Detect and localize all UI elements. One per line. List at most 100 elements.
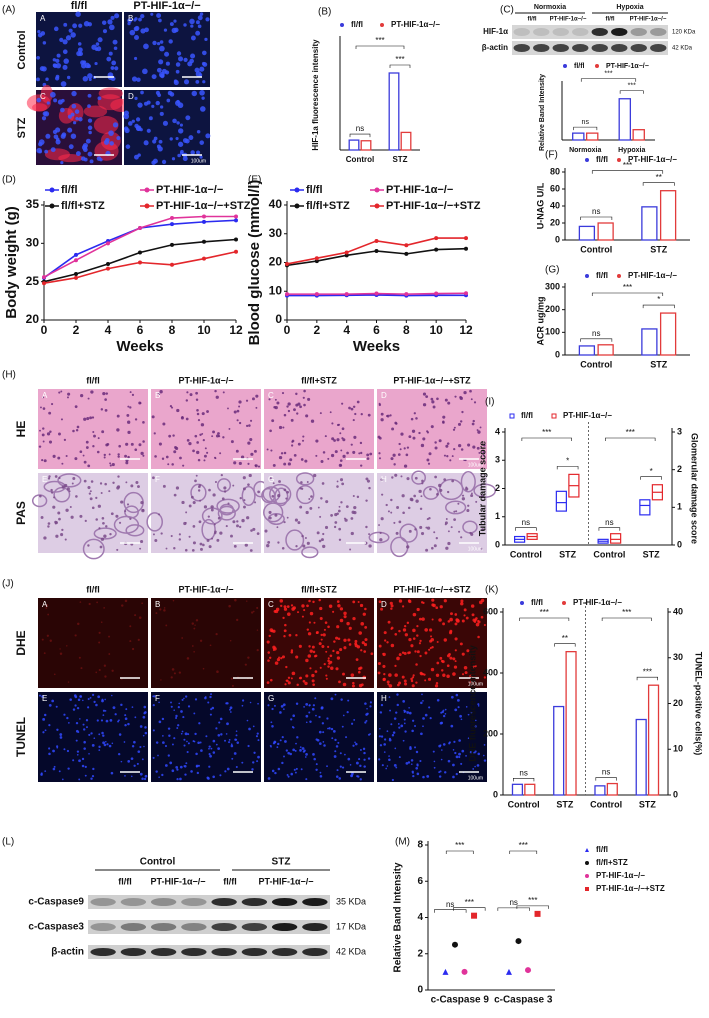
cell bbox=[179, 123, 183, 127]
cell bbox=[185, 417, 189, 421]
cell bbox=[482, 451, 485, 454]
cell bbox=[477, 620, 481, 624]
x-tick-label: 12 bbox=[229, 323, 243, 337]
cell bbox=[179, 456, 182, 460]
cell bbox=[351, 722, 354, 725]
cell bbox=[339, 648, 343, 652]
significance: ns bbox=[356, 124, 364, 133]
cell bbox=[429, 487, 432, 491]
cell bbox=[438, 618, 442, 622]
cell bbox=[36, 97, 42, 103]
micrograph bbox=[264, 692, 374, 782]
cell bbox=[196, 771, 200, 775]
cell bbox=[325, 677, 328, 680]
cell bbox=[286, 516, 289, 519]
cell bbox=[183, 521, 187, 526]
cell bbox=[447, 401, 451, 405]
cell bbox=[370, 652, 374, 656]
cell bbox=[254, 464, 258, 468]
cell bbox=[97, 504, 101, 508]
cell bbox=[447, 530, 450, 533]
cell bbox=[475, 622, 480, 627]
cell bbox=[327, 727, 329, 730]
cell bbox=[219, 452, 222, 455]
cell bbox=[277, 767, 281, 771]
cell bbox=[434, 684, 439, 688]
cell bbox=[229, 640, 232, 642]
cell bbox=[45, 607, 48, 609]
panel-label: (A) bbox=[2, 5, 15, 16]
cell bbox=[134, 56, 138, 61]
cell bbox=[480, 615, 484, 619]
point bbox=[234, 218, 238, 223]
cell bbox=[41, 66, 47, 72]
cell bbox=[332, 649, 335, 653]
cell bbox=[337, 637, 341, 641]
cell bbox=[87, 93, 92, 98]
cell bbox=[358, 683, 363, 688]
x-tick-label: c-Caspase 9 bbox=[431, 995, 490, 1006]
cell bbox=[469, 389, 472, 393]
cell bbox=[271, 419, 275, 423]
cell bbox=[440, 711, 443, 714]
cell bbox=[112, 39, 118, 45]
cell bbox=[422, 392, 427, 396]
cell bbox=[359, 764, 362, 768]
cell bbox=[134, 17, 138, 21]
tile-letter: G bbox=[268, 475, 274, 484]
legend-label: fl/fl bbox=[351, 20, 363, 29]
cell bbox=[421, 617, 425, 621]
point bbox=[138, 226, 142, 230]
cell bbox=[109, 462, 112, 465]
cell bbox=[266, 681, 270, 684]
cell bbox=[105, 719, 109, 723]
cell bbox=[222, 436, 225, 439]
cell bbox=[93, 434, 96, 438]
point bbox=[461, 968, 468, 975]
cell bbox=[458, 530, 461, 533]
y2-tick-label: 40 bbox=[673, 606, 683, 616]
x-tick-label: STZ bbox=[643, 549, 661, 559]
cell bbox=[307, 397, 311, 401]
bracket bbox=[642, 182, 675, 186]
cell bbox=[236, 520, 239, 523]
cell bbox=[181, 500, 185, 505]
x-tick-label: Control bbox=[580, 244, 612, 254]
cell bbox=[167, 90, 173, 96]
cell bbox=[59, 733, 63, 736]
tubule bbox=[295, 472, 315, 486]
cell bbox=[221, 497, 225, 501]
cell bbox=[196, 129, 201, 134]
size-label: 35 KDa bbox=[336, 896, 366, 906]
cell bbox=[205, 17, 210, 22]
cell bbox=[170, 534, 173, 538]
y-tick-label: 600 bbox=[483, 606, 498, 616]
cell bbox=[80, 394, 84, 398]
cell bbox=[255, 735, 259, 738]
cell bbox=[71, 482, 74, 485]
cell bbox=[471, 422, 475, 426]
cell bbox=[199, 90, 205, 96]
tile-letter: A bbox=[42, 391, 48, 400]
x-tick-label: 4 bbox=[343, 323, 350, 337]
cell bbox=[146, 128, 151, 133]
cell bbox=[461, 497, 466, 501]
cell bbox=[189, 18, 195, 25]
cell bbox=[195, 150, 201, 155]
cell bbox=[424, 713, 428, 717]
cell bbox=[195, 752, 198, 756]
cell bbox=[238, 400, 242, 404]
cell bbox=[247, 483, 250, 486]
x-tick-label: 10 bbox=[197, 323, 211, 337]
cell bbox=[92, 430, 95, 433]
cell bbox=[395, 531, 399, 535]
tubule bbox=[146, 512, 163, 532]
cell bbox=[352, 681, 355, 685]
cell bbox=[199, 741, 202, 744]
cell bbox=[211, 706, 215, 710]
cell bbox=[97, 695, 101, 699]
x-tick-label: Control bbox=[346, 155, 374, 164]
band bbox=[271, 948, 298, 956]
cell bbox=[352, 744, 355, 747]
tile-letter: C bbox=[268, 391, 274, 400]
